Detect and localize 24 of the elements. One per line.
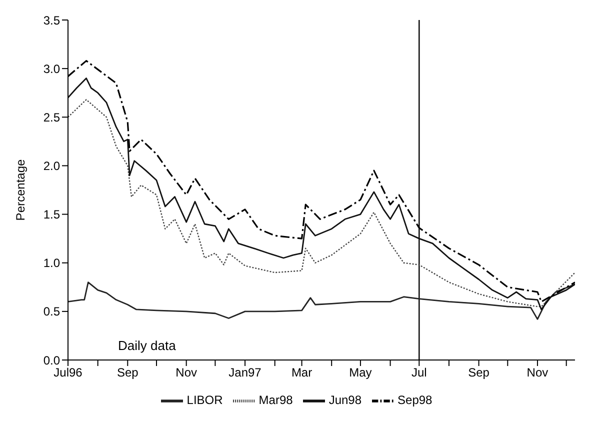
y-tick-label: 0.0 [43,353,60,368]
x-tick-label: Sep [468,366,490,380]
x-tick-label: Nov [176,366,198,380]
x-tick-label: Jan97 [228,366,262,380]
x-tick-label: Jul96 [54,366,83,380]
y-tick-label: 3.0 [43,62,60,76]
legend-label: Mar98 [258,393,293,408]
x-tick-label: Mar [291,366,312,380]
x-tick-label: Sep [116,366,139,380]
x-tick-label: Jul [411,366,427,380]
y-tick-label: 3.5 [43,13,60,28]
y-tick-label: 1.0 [43,256,60,270]
x-tick-label: Nov [526,366,548,380]
y-axis-title: Percentage [13,158,28,221]
y-tick-label: 1.5 [43,208,60,222]
legend-label: Sep98 [398,393,432,408]
y-tick-label: 0.5 [43,304,60,319]
x-tick-label: May [349,366,372,380]
y-tick-label: 2.5 [43,110,60,124]
annotation: Daily data [118,338,176,353]
line-series [68,282,575,320]
legend-label: LIBOR [186,393,223,408]
y-tick-label: 2.0 [43,158,60,173]
legend-label: Jun98 [328,393,362,408]
